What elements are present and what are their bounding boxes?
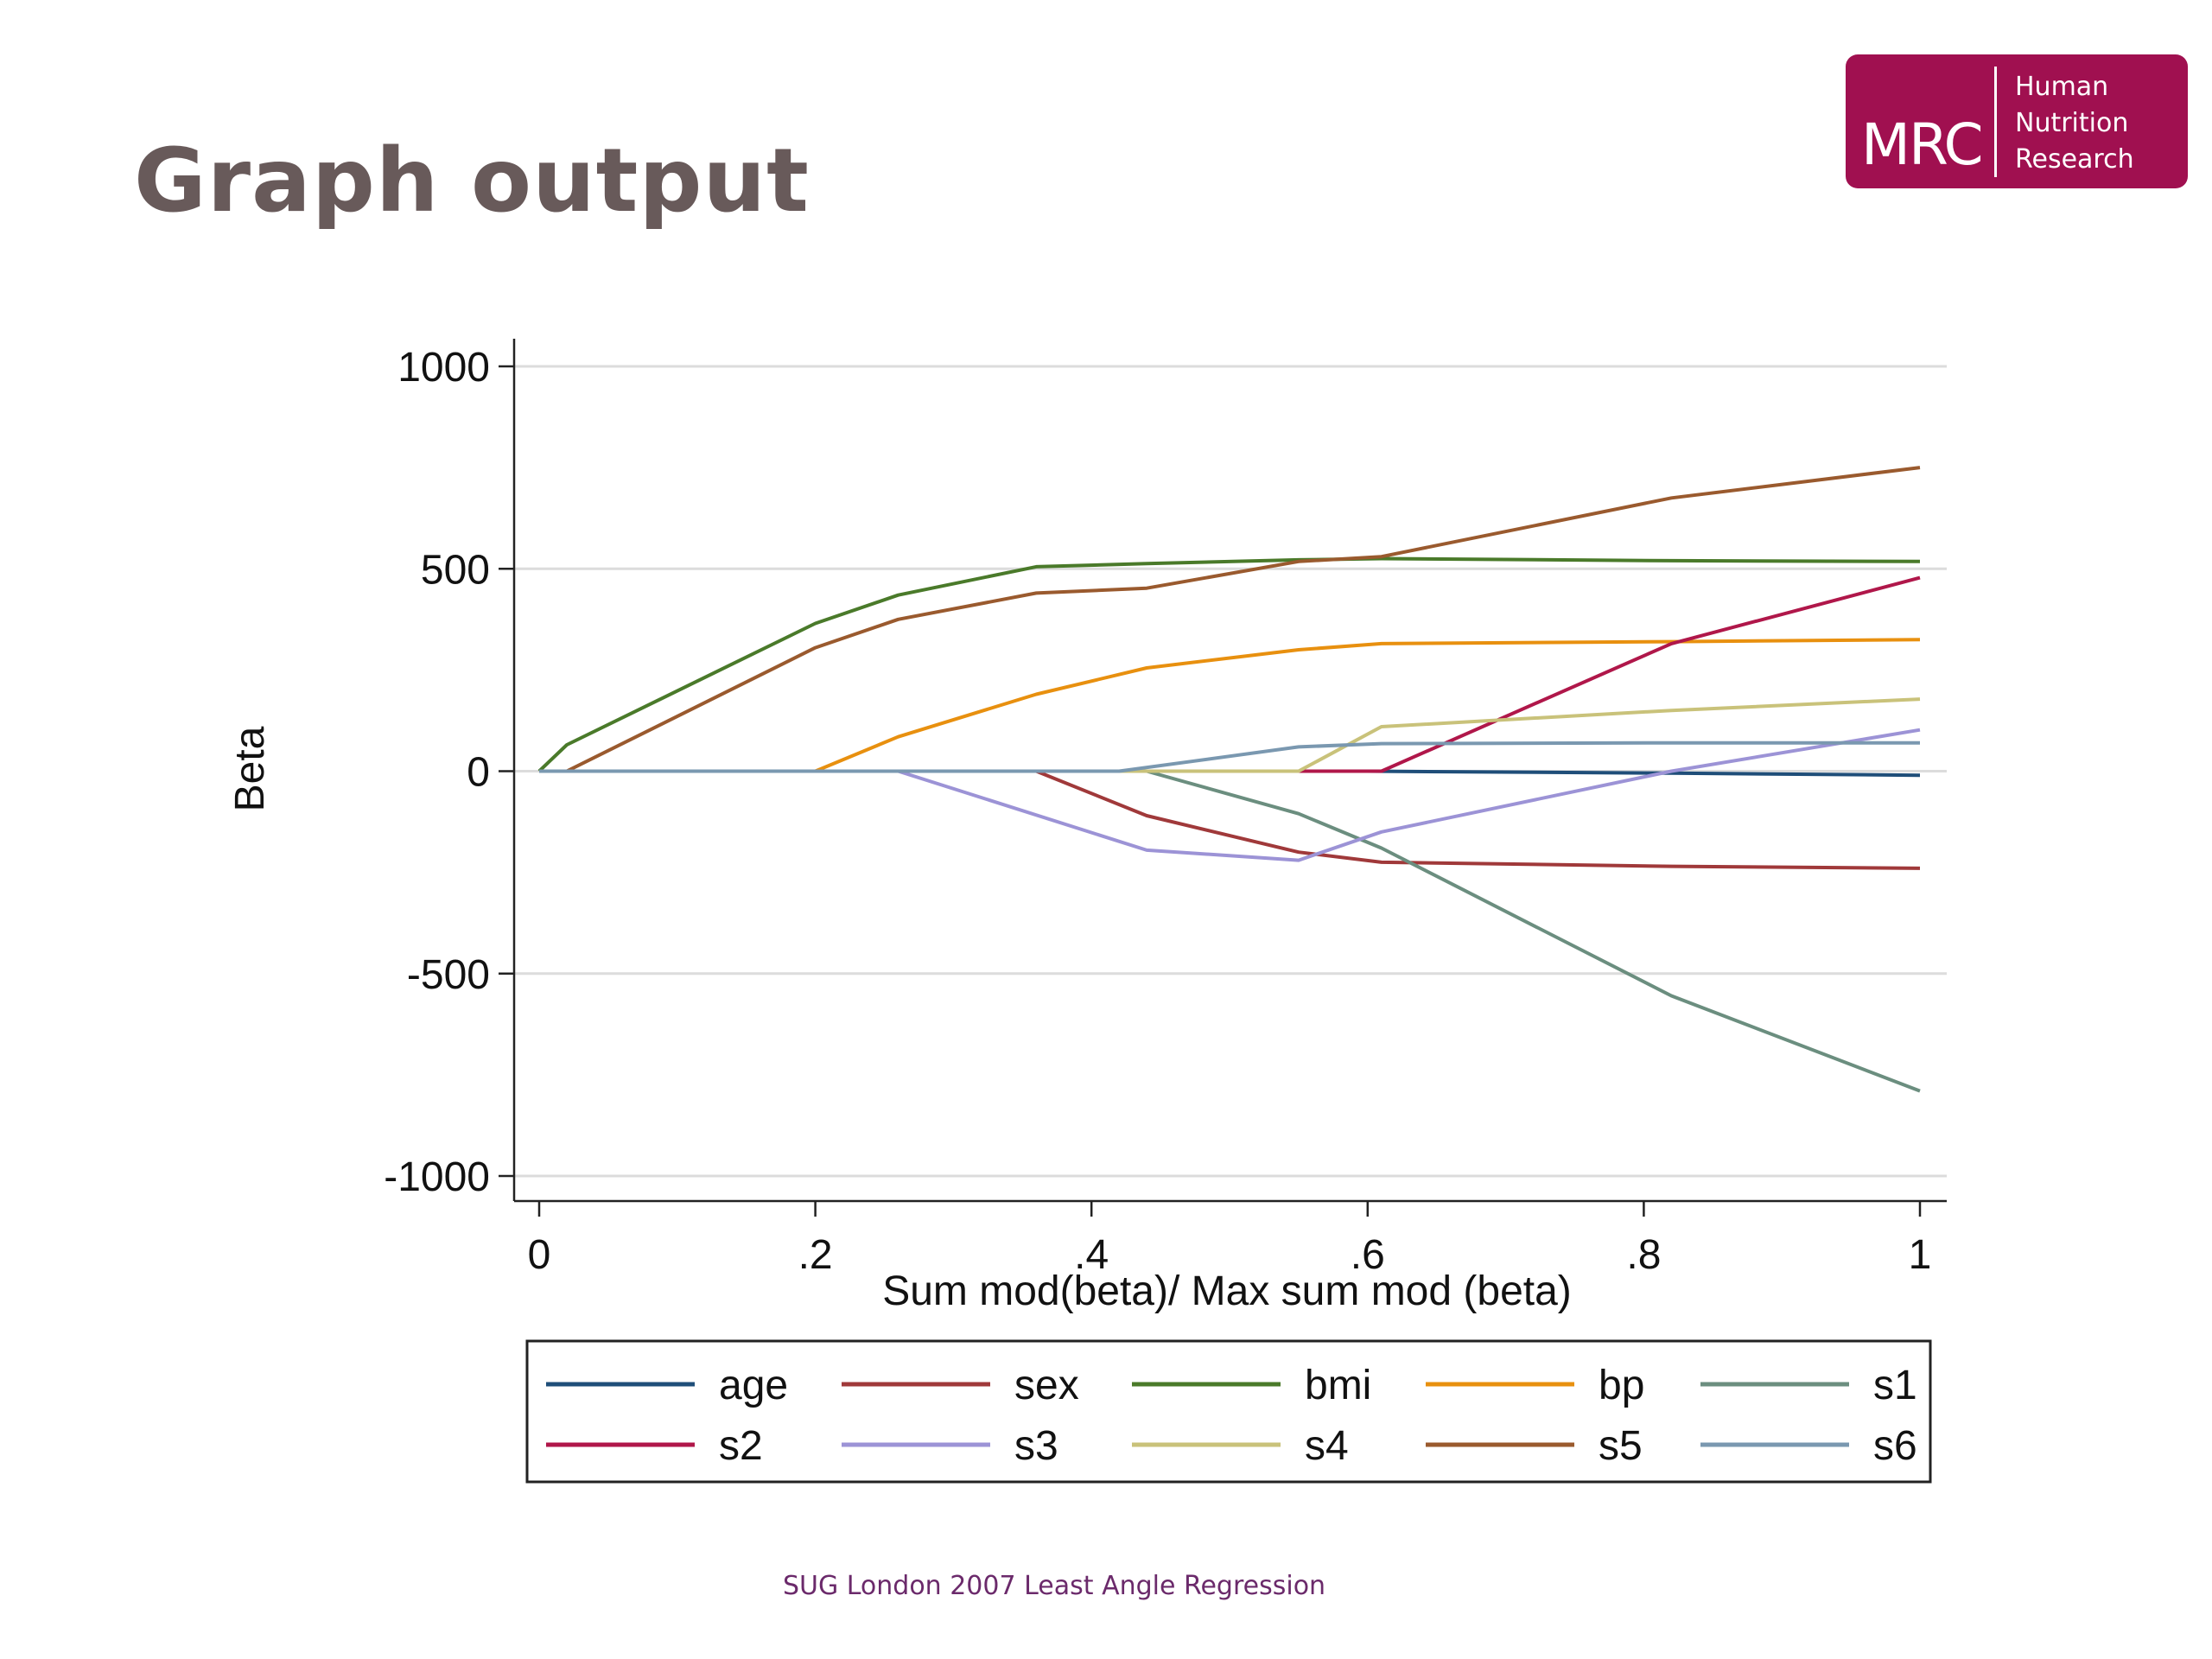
series-line-s1 <box>539 769 1921 1093</box>
logo-mark: MRC <box>1861 111 1984 178</box>
slide-title: Graph output <box>134 130 810 232</box>
y-tick-label: -1000 <box>384 1154 490 1200</box>
series-line-s4 <box>539 697 1921 773</box>
logo-divider <box>1994 67 1997 177</box>
series-line-bmi <box>537 556 1921 772</box>
series-line-s5 <box>539 466 1921 773</box>
y-tick-label: 1000 <box>397 345 490 391</box>
x-tick-label: 0 <box>528 1232 551 1278</box>
legend-label-sex: sex <box>1014 1363 1079 1408</box>
logo-line-1: Human <box>2015 72 2109 102</box>
y-axis-label: Beta <box>227 726 273 811</box>
logo-line-3: Research <box>2015 144 2134 175</box>
legend-box <box>525 1339 1932 1484</box>
y-tick-label: 0 <box>467 750 490 796</box>
legend-label-bmi: bmi <box>1305 1363 1371 1408</box>
axes: 1000 500 0 -500 -1000 0 .2 .4 .6 .8 1 <box>384 339 1947 1278</box>
x-tick-label: .2 <box>798 1232 833 1278</box>
x-tick-label: .4 <box>1074 1232 1109 1278</box>
legend-label-s3: s3 <box>1014 1423 1058 1469</box>
series-lines <box>537 466 1921 1093</box>
legend-label-s1: s1 <box>1873 1363 1917 1408</box>
legend-label-bp: bp <box>1599 1363 1644 1408</box>
legend-label-s5: s5 <box>1599 1423 1643 1469</box>
legend: age sex bmi bp s1 s2 s3 s4 s5 s6 <box>546 1363 1917 1469</box>
logo-line-2: Nutrition <box>2015 108 2129 138</box>
series-line-s6 <box>539 741 1920 773</box>
legend-label-s4: s4 <box>1305 1423 1349 1469</box>
series-line-sex <box>539 769 1921 870</box>
legend-label-age: age <box>719 1363 788 1408</box>
y-tick-label: 500 <box>421 547 490 593</box>
x-tick-label: 1 <box>1909 1232 1932 1278</box>
x-tick-label: .6 <box>1351 1232 1385 1278</box>
legend-label-s2: s2 <box>719 1423 763 1469</box>
x-axis-label: Sum mod(beta)/ Max sum mod (beta) <box>882 1268 1572 1314</box>
series-line-bp <box>539 638 1921 773</box>
mrc-logo: MRC Human Nutrition Research <box>1846 54 2188 188</box>
x-tick-label: .8 <box>1626 1232 1661 1278</box>
slide-footer: SUG London 2007 Least Angle Regression <box>782 1571 1326 1601</box>
legend-label-s6: s6 <box>1873 1423 1917 1469</box>
y-tick-label: -500 <box>407 952 490 998</box>
